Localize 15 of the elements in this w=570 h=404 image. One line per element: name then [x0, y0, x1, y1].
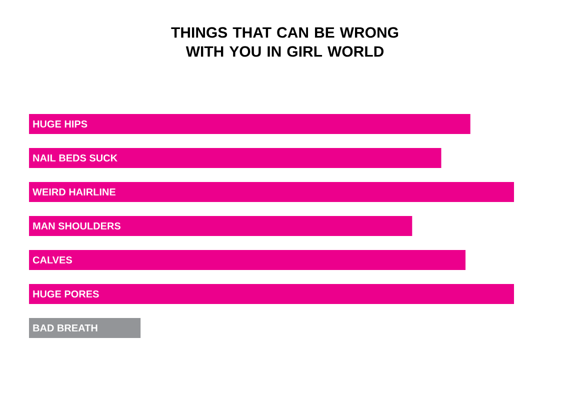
y-tick-label: HUGE PORES — [33, 290, 99, 298]
bar — [29, 318, 141, 338]
bar — [29, 182, 514, 202]
y-tick-label: BAD BREATH — [33, 324, 98, 332]
bar — [29, 216, 412, 236]
y-tick-label: MAN SHOULDERS — [33, 222, 120, 230]
bar — [29, 284, 514, 304]
bar — [29, 114, 470, 134]
bar — [29, 250, 466, 270]
y-tick-label: WEIRD HAIRLINE — [32, 188, 116, 196]
bar — [29, 148, 442, 168]
y-tick-label: NAIL BEDS SUCK — [33, 154, 118, 162]
chart-title: THINGS THAT CAN BE WRONG WITH YOU IN GIRL WORLD — [171, 27, 398, 57]
y-tick-label: HUGE HIPS — [33, 120, 88, 128]
y-tick-label: CALVES — [32, 256, 72, 264]
